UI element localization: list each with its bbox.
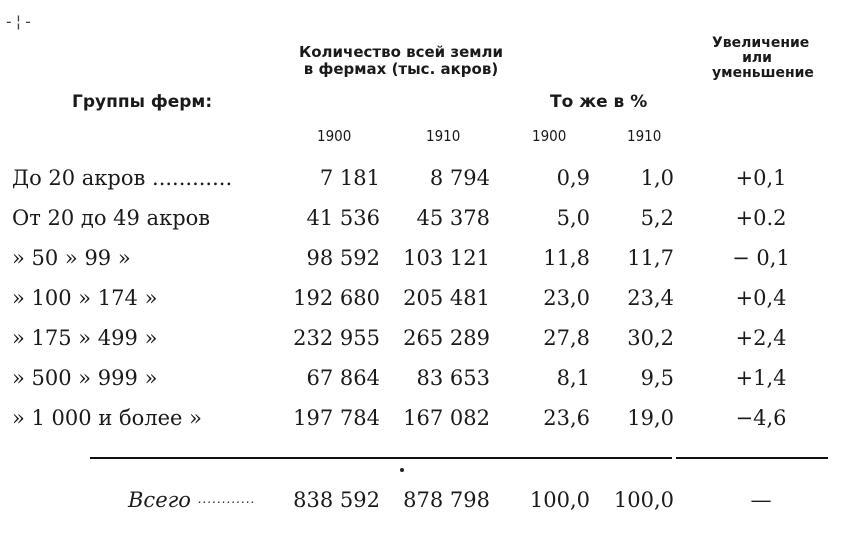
land-1910-cell: 265 289 <box>403 326 490 350</box>
land-1900-cell: 41 536 <box>306 206 380 230</box>
change-cell: − 0,1 <box>732 246 790 270</box>
row-label: » 100 » 174 » <box>12 286 158 310</box>
land-1900-cell: 7 181 <box>319 166 380 190</box>
land-1900-cell: 197 784 <box>293 406 380 430</box>
pct-1900-cell: 8,1 <box>556 366 590 390</box>
pct-1910-cell: 23,4 <box>627 286 674 310</box>
table-row: » 50 » 99 » 98 592 103 121 11,8 11,7 − 0… <box>0 246 854 278</box>
change-cell: +0,4 <box>735 286 787 310</box>
row-label: » 1 000 и более » <box>12 406 202 430</box>
year-pct-1900: 1900 <box>532 127 567 145</box>
year-land-1910: 1910 <box>426 127 461 145</box>
pct-1900-cell: 5,0 <box>556 206 590 230</box>
pct-1910-cell: 19,0 <box>627 406 674 430</box>
header-land-quantity: Количество всей земли в фермах (тыс. акр… <box>298 43 504 78</box>
year-pct-1910: 1910 <box>627 127 662 145</box>
total-leader-dots: ............ <box>197 492 256 506</box>
total-divider-left <box>90 457 672 459</box>
land-1910-cell: 45 378 <box>416 206 490 230</box>
pct-1910-cell: 5,2 <box>640 206 674 230</box>
change-cell: +1,4 <box>735 366 787 390</box>
pct-1900-cell: 0,9 <box>556 166 590 190</box>
row-label: » 500 » 999 » <box>12 366 158 390</box>
header-farm-groups: Группы ферм: <box>72 92 213 112</box>
land-1900-cell: 192 680 <box>293 286 380 310</box>
header-percent: То же в % <box>550 92 648 112</box>
table-row: » 500 » 999 » 67 864 83 653 8,1 9,5 +1,4 <box>0 366 854 398</box>
change-cell: +0,1 <box>735 166 787 190</box>
total-land-1900: 838 592 <box>293 488 380 512</box>
change-cell: −4,6 <box>735 406 787 430</box>
total-pct-1900: 100,0 <box>529 488 590 512</box>
land-1900-cell: 98 592 <box>306 246 380 270</box>
pct-1910-cell: 30,2 <box>627 326 674 350</box>
pct-1910-cell: 1,0 <box>640 166 674 190</box>
pct-1900-cell: 11,8 <box>543 246 590 270</box>
land-1900-cell: 67 864 <box>306 366 380 390</box>
table-row: » 175 » 499 » 232 955 265 289 27,8 30,2 … <box>0 326 854 358</box>
land-1910-cell: 8 794 <box>429 166 490 190</box>
change-cell: +2,4 <box>735 326 787 350</box>
land-1910-cell: 83 653 <box>416 366 490 390</box>
pct-1900-cell: 23,6 <box>543 406 590 430</box>
pct-1900-cell: 27,8 <box>543 326 590 350</box>
row-label: » 175 » 499 » <box>12 326 158 350</box>
total-label-text: Всего <box>128 488 191 512</box>
pct-1900-cell: 23,0 <box>543 286 590 310</box>
table-row: До 20 акров ............ 7 181 8 794 0,9… <box>0 166 854 198</box>
row-label: До 20 акров ............ <box>12 166 233 190</box>
land-1910-cell: 103 121 <box>403 246 490 270</box>
land-1900-cell: 232 955 <box>293 326 380 350</box>
table-row: От 20 до 49 акров 41 536 45 378 5,0 5,2 … <box>0 206 854 238</box>
header-change: Увеличение или уменьшение <box>712 35 814 81</box>
total-land-1910: 878 798 <box>403 488 490 512</box>
land-1910-cell: 167 082 <box>403 406 490 430</box>
total-label: Всего ............ <box>128 488 255 512</box>
land-1910-cell: 205 481 <box>403 286 490 310</box>
stray-dot <box>400 468 404 472</box>
total-pct-1910: 100,0 <box>613 488 674 512</box>
pct-1910-cell: 11,7 <box>627 246 674 270</box>
row-label: От 20 до 49 акров <box>12 206 211 230</box>
year-land-1900: 1900 <box>317 127 352 145</box>
total-row: Всего ............ 838 592 878 798 100,0… <box>0 488 854 520</box>
pct-1910-cell: 9,5 <box>640 366 674 390</box>
change-cell: +0.2 <box>735 206 787 230</box>
table-row: » 1 000 и более » 197 784 167 082 23,6 1… <box>0 406 854 438</box>
table-row: » 100 » 174 » 192 680 205 481 23,0 23,4 … <box>0 286 854 318</box>
total-change: — <box>750 488 772 512</box>
row-label: » 50 » 99 » <box>12 246 131 270</box>
total-divider-right <box>676 457 828 459</box>
corner-crop-mark: -¦- <box>4 12 33 31</box>
